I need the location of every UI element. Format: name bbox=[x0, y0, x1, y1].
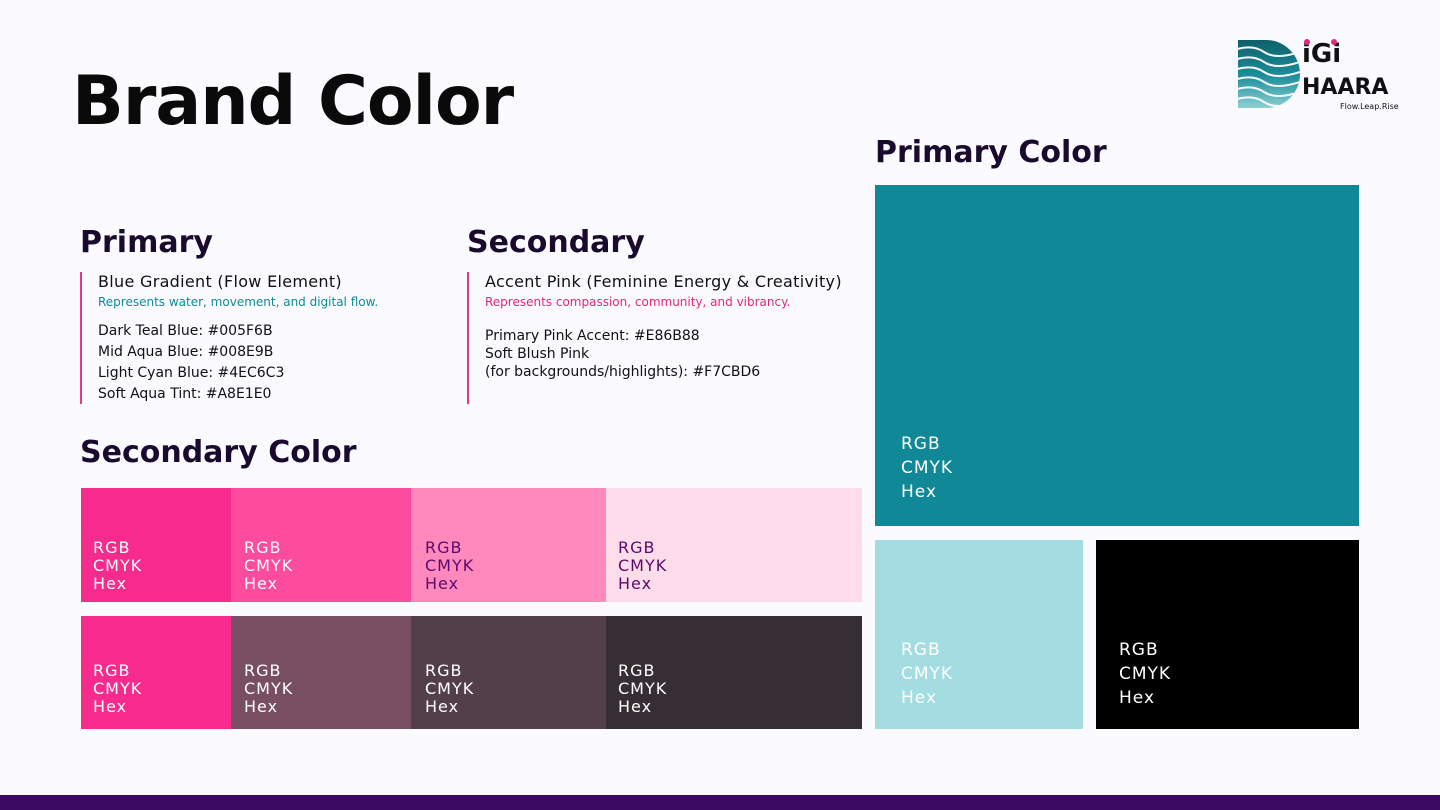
hex-label: Hex bbox=[901, 482, 938, 502]
primary-description: Represents water, movement, and digital … bbox=[98, 295, 379, 309]
swatch-labels: RGB CMYK Hex bbox=[901, 638, 953, 710]
swatch-labels: RGB CMYK Hex bbox=[244, 662, 293, 716]
rgb-label: RGB bbox=[1119, 640, 1159, 660]
hex-label: Hex bbox=[244, 574, 279, 593]
secondary-subtitle: Accent Pink (Feminine Energy & Creativit… bbox=[485, 272, 842, 291]
secondary-heading: Secondary bbox=[467, 225, 645, 260]
cmyk-label: CMYK bbox=[618, 679, 668, 698]
secondary-swatch-6: RGB CMYK Hex bbox=[231, 616, 411, 729]
cmyk-label: CMYK bbox=[425, 679, 475, 698]
hex-label: Hex bbox=[425, 574, 460, 593]
secondary-swatch-2: RGB CMYK Hex bbox=[231, 488, 411, 602]
logo-line2: HAARA bbox=[1302, 75, 1388, 100]
secondary-swatch-1: RGB CMYK Hex bbox=[81, 488, 231, 602]
secondary-swatch-7: RGB CMYK Hex bbox=[411, 616, 606, 729]
swatch-labels: RGB CMYK Hex bbox=[425, 539, 474, 593]
footer-bar bbox=[0, 795, 1440, 810]
wave-logo-icon: iGi HAARA Flow.Leap.Rise bbox=[1238, 39, 1399, 111]
cmyk-label: CMYK bbox=[901, 664, 954, 684]
cmyk-label: CMYK bbox=[1119, 664, 1172, 684]
hex-label: Hex bbox=[1119, 688, 1156, 708]
swatch-labels: RGB CMYK Hex bbox=[93, 539, 142, 593]
igi-haara-logo: iGi HAARA Flow.Leap.Rise bbox=[1234, 36, 1404, 116]
cmyk-label: CMYK bbox=[93, 556, 143, 575]
secondary-swatch-5: RGB CMYK Hex bbox=[81, 616, 231, 729]
rgb-label: RGB bbox=[244, 538, 282, 557]
primary-color-heading: Primary Color bbox=[875, 135, 1107, 170]
secondary-swatch-8: RGB CMYK Hex bbox=[606, 616, 862, 729]
cmyk-label: CMYK bbox=[425, 556, 475, 575]
list-item: Primary Pink Accent: #E86B88 bbox=[485, 328, 700, 344]
list-item: Soft Aqua Tint: #A8E1E0 bbox=[98, 386, 272, 402]
cmyk-label: CMYK bbox=[244, 556, 294, 575]
cmyk-label: CMYK bbox=[93, 679, 143, 698]
rgb-label: RGB bbox=[618, 661, 656, 680]
swatch-labels: RGB CMYK Hex bbox=[93, 662, 142, 716]
hex-label: Hex bbox=[93, 574, 128, 593]
secondary-swatch-4: RGB CMYK Hex bbox=[606, 488, 862, 602]
list-item: Mid Aqua Blue: #008E9B bbox=[98, 344, 274, 360]
swatch-labels: RGB CMYK Hex bbox=[1119, 638, 1171, 710]
primary-swatch-light-aqua: RGB CMYK Hex bbox=[875, 540, 1083, 729]
rgb-label: RGB bbox=[901, 640, 941, 660]
rgb-label: RGB bbox=[93, 538, 131, 557]
rgb-label: RGB bbox=[93, 661, 131, 680]
logo-tagline: Flow.Leap.Rise bbox=[1340, 102, 1399, 111]
primary-heading: Primary bbox=[80, 225, 213, 260]
swatch-labels: RGB CMYK Hex bbox=[901, 432, 953, 504]
primary-swatch-teal: RGB CMYK Hex bbox=[875, 185, 1359, 526]
hex-label: Hex bbox=[93, 697, 128, 716]
hex-label: Hex bbox=[244, 697, 279, 716]
rgb-label: RGB bbox=[425, 661, 463, 680]
primary-swatch-black: RGB CMYK Hex bbox=[1096, 540, 1359, 729]
hex-label: Hex bbox=[425, 697, 460, 716]
swatch-labels: RGB CMYK Hex bbox=[618, 539, 667, 593]
hex-label: Hex bbox=[618, 574, 653, 593]
rgb-label: RGB bbox=[425, 538, 463, 557]
hex-label: Hex bbox=[901, 688, 938, 708]
cmyk-label: CMYK bbox=[244, 679, 294, 698]
list-item: Dark Teal Blue: #005F6B bbox=[98, 323, 273, 339]
rgb-label: RGB bbox=[618, 538, 656, 557]
primary-description-block: Blue Gradient (Flow Element) Represents … bbox=[80, 272, 458, 404]
secondary-color-list: Primary Pink Accent: #E86B88 Soft Blush … bbox=[485, 327, 875, 381]
page-title: Brand Color bbox=[72, 62, 514, 141]
swatch-labels: RGB CMYK Hex bbox=[244, 539, 293, 593]
cmyk-label: CMYK bbox=[618, 556, 668, 575]
rgb-label: RGB bbox=[244, 661, 282, 680]
primary-color-list: Dark Teal Blue: #005F6B Mid Aqua Blue: #… bbox=[98, 321, 458, 405]
secondary-description-block: Accent Pink (Feminine Energy & Creativit… bbox=[467, 272, 875, 404]
hex-label: Hex bbox=[618, 697, 653, 716]
secondary-description: Represents compassion, community, and vi… bbox=[485, 295, 791, 309]
list-item: Soft Blush Pink bbox=[485, 346, 590, 362]
rgb-label: RGB bbox=[901, 434, 941, 454]
cmyk-label: CMYK bbox=[901, 458, 954, 478]
secondary-color-heading: Secondary Color bbox=[80, 435, 357, 470]
swatch-labels: RGB CMYK Hex bbox=[425, 662, 474, 716]
list-item: Light Cyan Blue: #4EC6C3 bbox=[98, 365, 285, 381]
primary-subtitle: Blue Gradient (Flow Element) bbox=[98, 272, 342, 291]
swatch-labels: RGB CMYK Hex bbox=[618, 662, 667, 716]
list-item: (for backgrounds/highlights): #F7CBD6 bbox=[485, 364, 761, 380]
secondary-swatch-3: RGB CMYK Hex bbox=[411, 488, 606, 602]
